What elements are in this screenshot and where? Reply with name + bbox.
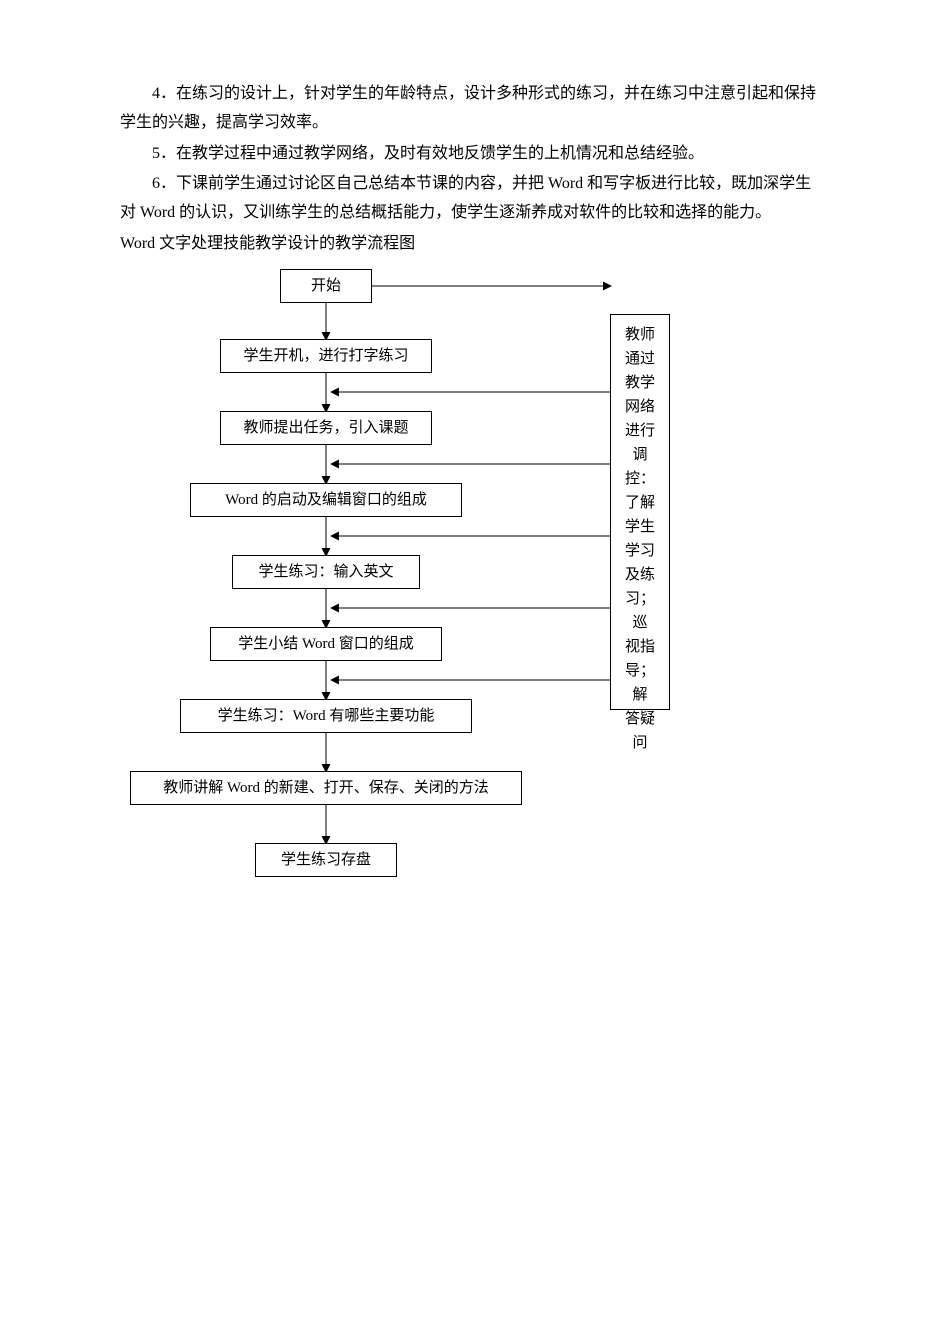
flow-node-n5: 学生练习：输入英文 <box>232 555 420 589</box>
flow-node-n4: Word 的启动及编辑窗口的组成 <box>190 483 462 517</box>
paragraph-4: 4．在练习的设计上，针对学生的年龄特点，设计多种形式的练习，并在练习中注意引起和… <box>120 80 825 138</box>
paragraph-6: 6．下课前学生通过讨论区自己总结本节课的内容，并把 Word 和写字板进行比较，… <box>120 170 825 228</box>
flow-node-n1: 开始 <box>280 269 372 303</box>
flowchart-container: 开始学生开机，进行打字练习教师提出任务，引入课题 Word 的启动及编辑窗口的组成… <box>120 269 680 949</box>
flow-node-n3: 教师提出任务，引入课题 <box>220 411 432 445</box>
flow-node-n2: 学生开机，进行打字练习 <box>220 339 432 373</box>
flow-node-n9: 学生练习存盘 <box>255 843 397 877</box>
flowchart-caption: Word 文字处理技能教学设计的教学流程图 <box>120 230 825 259</box>
flow-node-n7: 学生练习：Word 有哪些主要功能 <box>180 699 472 733</box>
flow-side-node: 教师通过教学网络进行调控：了解学生学习及练习；巡视指导；解答疑问 <box>610 314 670 710</box>
paragraph-5: 5．在教学过程中通过教学网络，及时有效地反馈学生的上机情况和总结经验。 <box>120 140 825 169</box>
flow-node-n6: 学生小结 Word 窗口的组成 <box>210 627 442 661</box>
flow-node-n8: 教师讲解 Word 的新建、打开、保存、关闭的方法 <box>130 771 522 805</box>
